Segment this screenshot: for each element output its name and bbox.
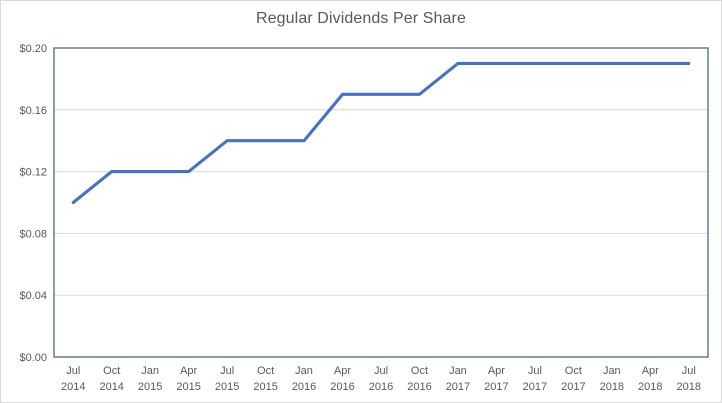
x-axis-label: Jul 2016 bbox=[369, 365, 393, 393]
x-axis-label: Jan 2016 bbox=[292, 365, 316, 393]
x-axis-label: Jan 2018 bbox=[600, 365, 624, 393]
y-axis-label: $0.16 bbox=[19, 105, 47, 117]
x-axis-label: Oct 2017 bbox=[561, 365, 585, 393]
x-axis-label: Jul 2018 bbox=[677, 365, 701, 393]
x-axis-label: Apr 2015 bbox=[176, 365, 200, 393]
y-axis-label: $0.12 bbox=[19, 167, 47, 179]
y-axis-label: $0.20 bbox=[19, 43, 47, 55]
x-axis-label: Oct 2014 bbox=[99, 365, 123, 393]
x-axis-label: Apr 2016 bbox=[330, 365, 354, 393]
plot-border bbox=[53, 47, 709, 358]
x-axis-label: Jul 2017 bbox=[523, 365, 547, 393]
y-axis-label: $0.08 bbox=[19, 228, 47, 240]
x-axis-label: Jan 2017 bbox=[446, 365, 470, 393]
y-axis-label: $0.00 bbox=[19, 352, 47, 364]
chart-title: Regular Dividends Per Share bbox=[256, 10, 466, 27]
x-axis-label: Oct 2015 bbox=[253, 365, 277, 393]
x-axis-label: Jul 2015 bbox=[215, 365, 239, 393]
dividends-line-series bbox=[71, 61, 691, 205]
x-axis-label: Apr 2018 bbox=[638, 365, 662, 393]
x-axis-label: Jul 2014 bbox=[61, 365, 85, 393]
x-axis-label: Jan 2015 bbox=[138, 365, 162, 393]
x-axis-label: Oct 2016 bbox=[407, 365, 431, 393]
x-axis-label: Apr 2017 bbox=[484, 365, 508, 393]
y-axis-label: $0.04 bbox=[19, 290, 47, 302]
